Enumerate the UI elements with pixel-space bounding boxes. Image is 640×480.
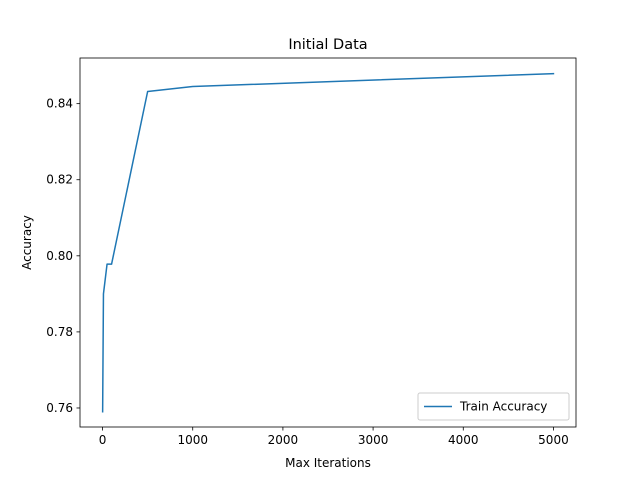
y-tick-label: 0.82 [46,173,73,187]
legend-label-train-accuracy: Train Accuracy [459,400,547,414]
x-tick-label: 0 [99,433,107,447]
y-axis-title: Accuracy [20,215,34,270]
x-axis-title: Max Iterations [285,456,371,470]
x-tick-label: 3000 [358,433,389,447]
x-tick-label: 2000 [268,433,299,447]
plot-area [101,72,555,413]
series-line-train-accuracy [101,72,555,413]
y-tick-label: 0.84 [46,97,73,111]
axes-frame [79,57,577,428]
x-tick-label: 5000 [538,433,569,447]
y-tick-label: 0.78 [46,325,73,339]
y-tick-label: 0.76 [46,401,73,415]
x-tick-label: 1000 [177,433,208,447]
chart-title: Initial Data [288,37,367,53]
x-axis-ticks: 0 1000 2000 3000 4000 5000 [99,427,569,447]
legend: Train Accuracy [417,392,570,421]
y-axis-ticks: 0.76 0.78 0.80 0.82 0.84 [46,97,80,415]
y-tick-label: 0.80 [46,249,73,263]
x-tick-label: 4000 [448,433,479,447]
legend-box [417,392,570,421]
